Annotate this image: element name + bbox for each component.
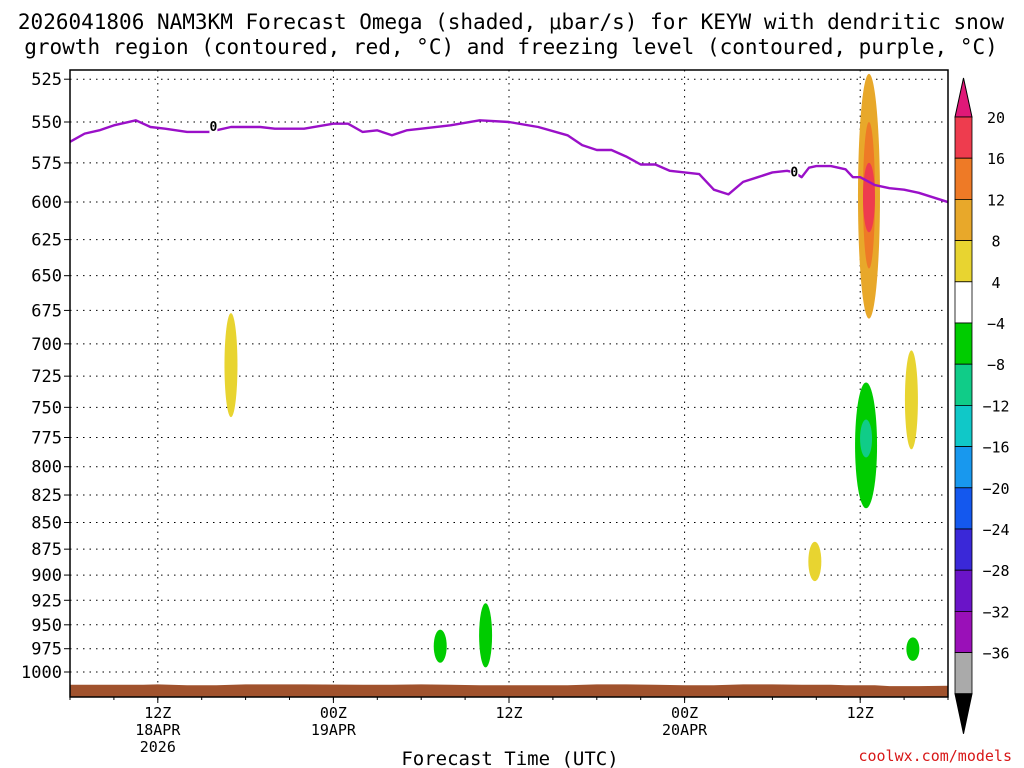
colorbar-label: −20 (982, 480, 1009, 498)
y-tick-label: 875 (31, 540, 62, 560)
y-tick-label: 675 (31, 301, 62, 321)
chart-title: 2026041806 NAM3KM Forecast Omega (shaded… (18, 10, 1005, 34)
x-tick-label: 12Z (144, 704, 171, 722)
y-tick-label: 775 (31, 429, 62, 449)
x-tick-label: 20APR (662, 721, 708, 739)
freezing-level-line (69, 119, 949, 204)
colorbar-label: 20 (987, 109, 1005, 127)
x-tick-label: 00Z (320, 704, 347, 722)
colorbar-segment (954, 404, 973, 447)
colorbar-label: 4 (991, 274, 1000, 292)
omega-contour (433, 629, 447, 663)
x-tick-label: 00Z (671, 704, 698, 722)
omega-contour (224, 313, 238, 418)
colorbar-label: 16 (987, 150, 1005, 168)
contour-label-bg (790, 164, 799, 179)
x-tick-label: 19APR (311, 721, 357, 739)
colorbar-label: −8 (987, 356, 1005, 374)
contour-label-bg (209, 119, 218, 134)
grid (70, 70, 948, 697)
y-tick-label: 950 (31, 616, 62, 636)
colorbar: 20 16 12 8 4 −4 −8 −12 −16 −20 −24 −28 −32 −36 (954, 77, 1010, 734)
freezing-level-label: 0 (209, 120, 217, 135)
omega-shaded-features (224, 73, 920, 668)
y-tick-label: 1000 (21, 663, 62, 683)
y-tick-label: 650 (31, 267, 62, 287)
colorbar-label: −32 (982, 603, 1009, 621)
colorbar-bottom-arrow (954, 693, 973, 734)
y-tick-label: 825 (31, 486, 62, 506)
y-tick-label: 850 (31, 513, 62, 533)
colorbar-segment (954, 322, 973, 365)
colorbar-segment (954, 611, 973, 654)
y-tick-label: 700 (31, 335, 62, 355)
colorbar-segment (954, 528, 973, 571)
y-tick-label: 750 (31, 398, 62, 418)
omega-contour (862, 162, 875, 233)
colorbar-label: −24 (982, 521, 1009, 539)
y-tick-label: 925 (31, 591, 62, 611)
y-tick-label: 900 (31, 566, 62, 586)
colorbar-label: −16 (982, 439, 1009, 457)
colorbar-segment (954, 157, 973, 200)
x-axis-label: Forecast Time (UTC) (401, 748, 618, 768)
colorbar-segment (954, 198, 973, 241)
chart-subtitle: growth region (contoured, red, °C) and f… (24, 35, 998, 59)
terrain-polygon (70, 684, 948, 697)
omega-contour (904, 350, 918, 450)
colorbar-label: −4 (987, 315, 1005, 333)
title-group: 2026041806 NAM3KM Forecast Omega (shaded… (18, 10, 1005, 59)
colorbar-label: −28 (982, 562, 1009, 580)
y-tick-label: 550 (31, 113, 62, 133)
freezing-level-label: 0 (790, 165, 798, 180)
colorbar-label: −12 (982, 397, 1009, 415)
y-tick-label: 625 (31, 231, 62, 251)
y-tick-label: 725 (31, 367, 62, 387)
y-tick-label: 975 (31, 640, 62, 660)
freezing-level-contour: 00 (69, 119, 949, 204)
credit-text: coolwx.com/models (858, 747, 1012, 765)
y-tick-label: 800 (31, 458, 62, 478)
colorbar-segment (954, 652, 973, 695)
colorbar-segment (954, 281, 973, 324)
colorbar-segment (954, 116, 973, 159)
colorbar-segment (954, 446, 973, 489)
terrain-fill (70, 684, 948, 697)
omega-contour (860, 419, 873, 458)
colorbar-segment (954, 569, 973, 612)
x-tick-label: 12Z (847, 704, 874, 722)
y-tick-label: 525 (31, 70, 62, 90)
omega-contour (808, 541, 822, 582)
colorbar-segment (954, 487, 973, 530)
colorbar-segment (954, 240, 973, 283)
x-tick-label: 12Z (495, 704, 522, 722)
colorbar-top-arrow (954, 77, 973, 118)
colorbar-label: −36 (982, 645, 1009, 663)
y-axis: 525 550 575 600 625 650 675 700 725 750 775 800 825 8… (21, 70, 70, 683)
y-tick-label: 600 (31, 193, 62, 213)
colorbar-label: 12 (987, 191, 1005, 209)
colorbar-segment (954, 363, 973, 406)
omega-contour (906, 637, 920, 661)
x-tick-label: 18APR (135, 721, 181, 739)
colorbar-label: 8 (991, 233, 1000, 251)
omega-contour (479, 603, 493, 668)
x-tick-label: 2026 (140, 738, 176, 756)
y-tick-label: 575 (31, 154, 62, 174)
